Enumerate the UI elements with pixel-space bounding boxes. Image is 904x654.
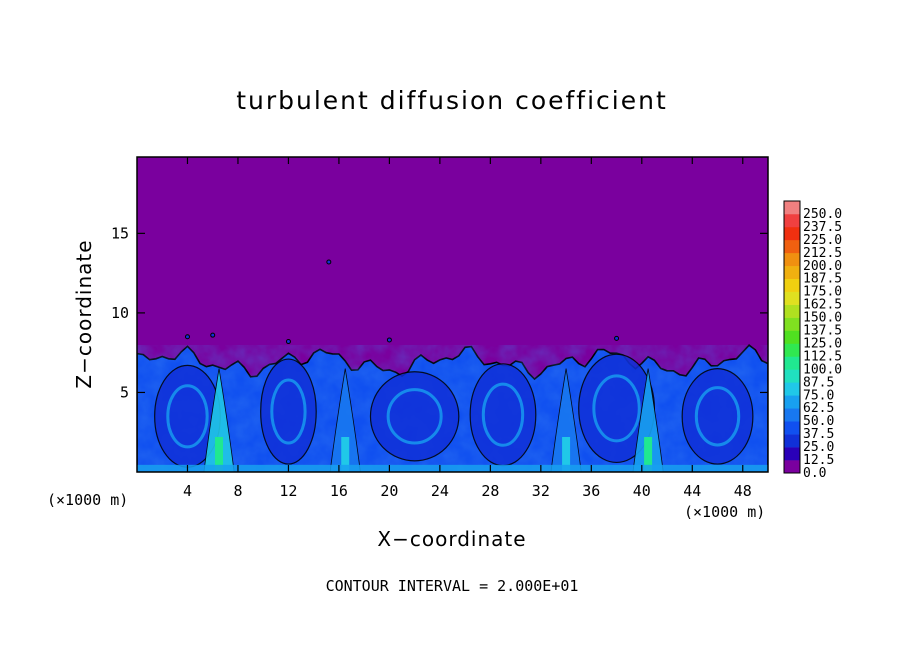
x-unit-label: (×1000 m) <box>47 491 129 509</box>
x-tick-label: 32 <box>532 482 550 500</box>
colorbar-swatch <box>784 343 800 357</box>
colorbar-swatch <box>784 265 800 280</box>
x-tick-label: 16 <box>330 482 348 500</box>
colorbar-label: 250.0 <box>803 207 842 222</box>
colorbar-label: 150.0 <box>803 311 842 326</box>
colorbar-swatch <box>784 201 800 215</box>
surface-layer <box>137 464 768 472</box>
patch <box>326 259 332 265</box>
colorbar-label: 212.5 <box>803 246 842 261</box>
patch <box>210 332 216 338</box>
colorbar-label: 200.0 <box>803 259 842 274</box>
colorbar-swatch <box>784 213 800 228</box>
plot-frame <box>136 156 769 473</box>
plume <box>203 368 235 472</box>
x-tick-label: 4 <box>183 482 192 500</box>
colorbar-swatch <box>784 447 800 461</box>
x-tick-label: 40 <box>633 482 651 500</box>
colorbar-frame <box>783 200 801 474</box>
colorbar-swatch <box>784 239 800 254</box>
x-tick-label: 12 <box>279 482 297 500</box>
colorbar-label: 75.0 <box>803 388 834 403</box>
eddy-ring <box>166 384 209 449</box>
plume-peak <box>562 437 571 472</box>
patch <box>285 339 291 345</box>
colorbar-label: 12.5 <box>803 453 834 468</box>
colorbar-label: 87.5 <box>803 375 834 390</box>
plume-peak <box>341 437 350 472</box>
diffusion-field <box>137 259 768 472</box>
colorbar-swatch <box>784 460 800 474</box>
colorbar-label: 112.5 <box>803 349 842 364</box>
colorbar-label: 175.0 <box>803 285 842 300</box>
colorbar-label: 162.5 <box>803 298 842 313</box>
x-axis: 4 8 12 16 20 24 28 32 36 40 44 48 <box>183 157 752 500</box>
y-tick-label: 10 <box>111 304 129 322</box>
x-tick-label: 28 <box>481 482 499 500</box>
colorbar-swatch <box>784 382 800 396</box>
x-tick-label: 36 <box>582 482 600 500</box>
eddy-core <box>260 358 317 465</box>
eddy-core <box>469 363 537 467</box>
colorbar-swatch <box>784 434 800 448</box>
colorbar-label: 225.0 <box>803 233 842 248</box>
y-axis: 5 10 15 <box>111 224 768 401</box>
plume <box>329 368 361 472</box>
x-tick-label: 8 <box>233 482 242 500</box>
colorbar-swatch <box>784 369 800 383</box>
colorbar-label: 100.0 <box>803 362 842 377</box>
colorbar-swatch <box>784 252 800 267</box>
x-unit-label-right: (×1000 m) <box>684 503 766 521</box>
plume <box>632 368 664 472</box>
x-tick-label: 24 <box>431 482 449 500</box>
colorbar-label: 25.0 <box>803 440 834 455</box>
colorbar-label: 62.5 <box>803 401 834 416</box>
chart-title: turbulent diffusion coefficient <box>236 86 668 115</box>
colorbar-swatch <box>784 395 800 409</box>
eddy-core <box>369 371 460 462</box>
y-tick-label: 5 <box>120 383 129 401</box>
colorbar: 0.012.525.037.550.062.575.087.5100.0112.… <box>783 200 842 481</box>
eddy-ring <box>270 378 307 445</box>
colorbar-swatch <box>784 304 800 318</box>
colorbar-swatch <box>784 421 800 435</box>
y-tick-label: 15 <box>111 224 129 242</box>
patch <box>614 335 620 341</box>
eddy-core <box>681 367 754 465</box>
colorbar-swatch <box>784 291 800 305</box>
colorbar-label: 37.5 <box>803 427 834 442</box>
colorbar-swatch <box>784 278 800 292</box>
colorbar-label: 50.0 <box>803 414 834 429</box>
eddy-ring <box>481 382 525 447</box>
plot-area <box>137 157 768 472</box>
colorbar-swatch <box>784 356 800 370</box>
colorbar-swatch <box>784 317 800 331</box>
colorbar-swatch <box>784 226 800 241</box>
plume-peak <box>215 437 224 472</box>
plume <box>550 368 582 472</box>
plume-peak <box>644 437 653 472</box>
colorbar-label: 237.5 <box>803 220 842 235</box>
colorbar-swatch <box>784 408 800 422</box>
eddy-ring <box>694 386 741 447</box>
eddy-ring <box>592 374 641 443</box>
patch <box>184 334 190 340</box>
x-tick-label: 20 <box>380 482 398 500</box>
patch <box>386 337 392 343</box>
contour-interval-note: CONTOUR INTERVAL = 2.000E+01 <box>325 577 579 595</box>
colorbar-label: 187.5 <box>803 272 842 287</box>
eddy-ring <box>386 388 443 445</box>
x-tick-label: 44 <box>683 482 701 500</box>
colorbar-label: 137.5 <box>803 324 842 339</box>
colorbar-label: 0.0 <box>803 466 826 481</box>
colorbar-label: 125.0 <box>803 336 842 351</box>
colorbar-swatch <box>784 330 800 344</box>
x-tick-label: 48 <box>734 482 752 500</box>
